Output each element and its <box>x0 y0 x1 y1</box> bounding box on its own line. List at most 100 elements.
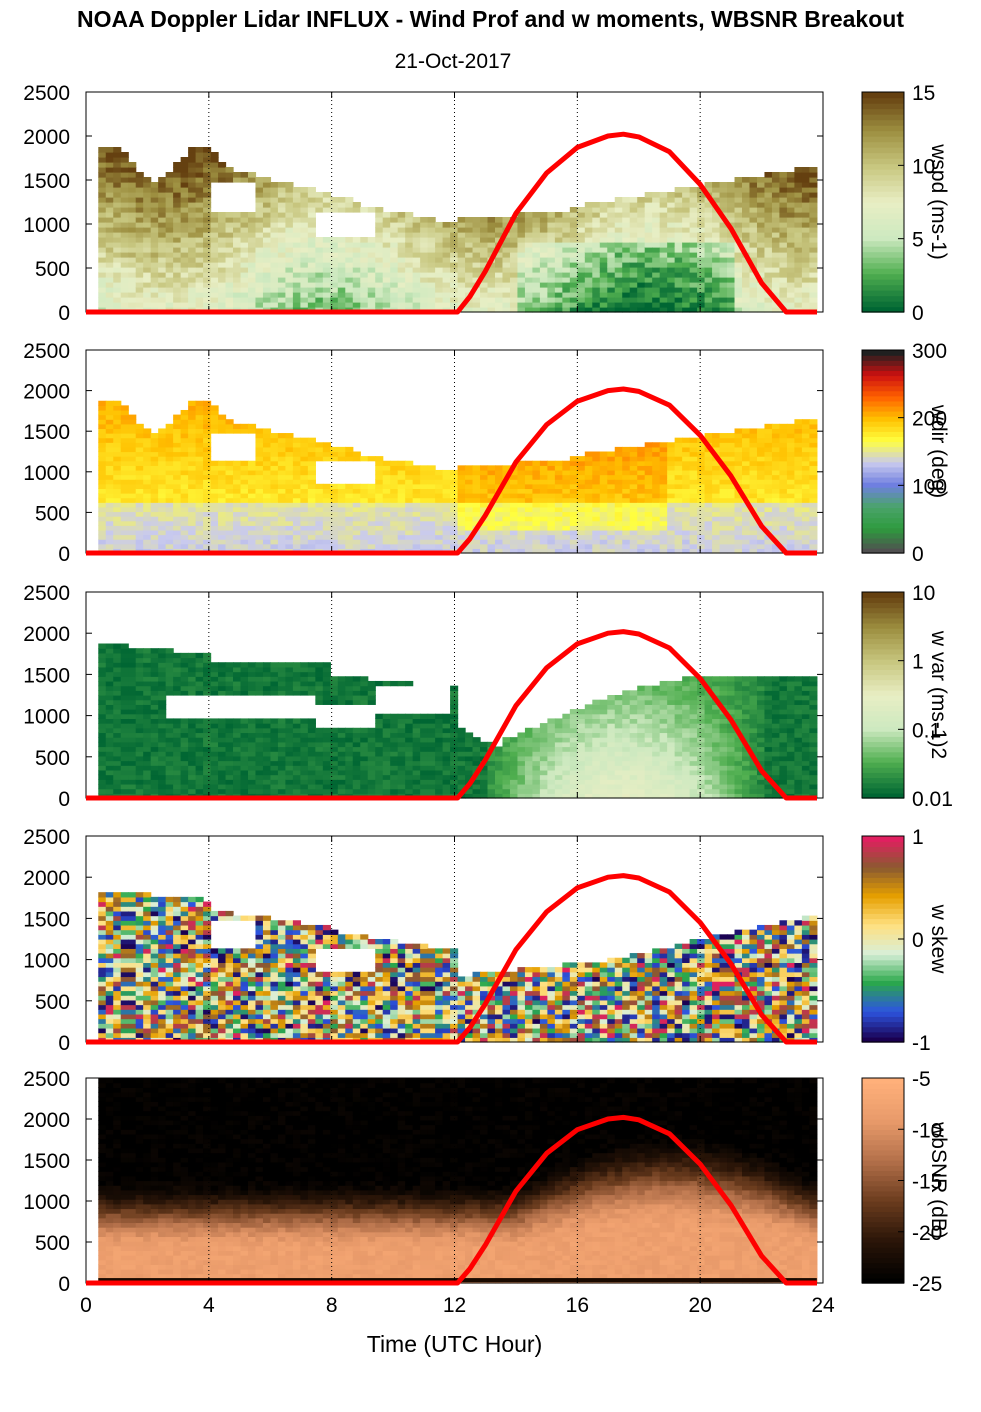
heatmap-cell <box>412 237 421 243</box>
heatmap-cell <box>218 237 227 243</box>
heatmap-cell <box>307 469 316 476</box>
heatmap-cell <box>427 479 436 485</box>
heatmap-cell <box>382 232 391 238</box>
heatmap-cell <box>667 525 676 531</box>
heatmap-cell <box>554 297 563 303</box>
heatmap-cell <box>547 277 556 283</box>
heatmap-cell <box>689 497 698 503</box>
heatmap-cell <box>435 474 444 480</box>
heatmap-cell <box>457 217 466 223</box>
heatmap-cell <box>262 197 272 203</box>
heatmap-cell <box>262 212 272 218</box>
heatmap-cell <box>697 297 706 303</box>
heatmap-cell <box>255 460 264 466</box>
heatmap-cell <box>173 506 182 513</box>
heatmap-cell <box>764 483 773 490</box>
heatmap-cell <box>255 192 264 198</box>
heatmap-cell <box>120 419 129 425</box>
heatmap-cell <box>195 232 204 238</box>
heatmap-cell <box>472 511 481 517</box>
heatmap-cell <box>262 252 272 258</box>
heatmap-cell <box>247 287 257 293</box>
heatmap-cell <box>292 451 301 457</box>
heatmap-cell <box>390 529 399 536</box>
heatmap-cell <box>277 257 287 263</box>
heatmap-cell <box>427 506 436 513</box>
heatmap-cell <box>517 292 526 298</box>
heatmap-cell <box>682 520 691 526</box>
heatmap-cell <box>367 520 376 526</box>
heatmap-cell <box>233 297 242 303</box>
heatmap-cell <box>382 292 391 298</box>
heatmap-cell <box>390 479 399 485</box>
heatmap-cell <box>113 469 122 476</box>
heatmap-cell <box>480 277 489 283</box>
heatmap-cell <box>105 520 114 526</box>
heatmap-cell <box>554 262 563 268</box>
heatmap-cell <box>562 292 571 298</box>
heatmap-cell <box>742 539 751 545</box>
heatmap-cell <box>405 262 414 268</box>
y-tick-label: 2000 <box>23 126 70 149</box>
heatmap-cell <box>749 442 758 448</box>
heatmap-cell <box>203 474 212 480</box>
heatmap-cell <box>218 516 227 522</box>
heatmap-cell <box>569 302 578 308</box>
heatmap-cell <box>375 516 384 522</box>
heatmap-cell <box>397 516 406 522</box>
heatmap-cell <box>210 232 219 238</box>
heatmap-cell <box>682 511 691 517</box>
heatmap-cell <box>255 182 264 188</box>
heatmap-cell <box>277 222 287 228</box>
heatmap-cell <box>794 529 803 536</box>
heatmap-cell <box>420 493 429 499</box>
heatmap-cell <box>173 465 182 471</box>
heatmap-cell <box>390 272 399 278</box>
heatmap-cell <box>801 272 810 278</box>
heatmap-cell <box>644 197 653 203</box>
heatmap-cell <box>592 242 601 248</box>
heatmap-cell <box>307 242 316 248</box>
heatmap-cell <box>435 292 444 298</box>
heatmap-cell <box>659 474 668 480</box>
heatmap-cell <box>113 511 122 517</box>
heatmap-cell <box>113 543 122 549</box>
heatmap-cell <box>143 652 152 659</box>
heatmap-cell <box>233 506 242 513</box>
heatmap-cell <box>495 543 504 549</box>
heatmap-cell <box>607 302 616 308</box>
heatmap-cell <box>143 474 152 480</box>
heatmap-cell <box>292 187 301 193</box>
heatmap-cell <box>397 469 406 476</box>
heatmap-cell <box>712 511 721 517</box>
heatmap-cell <box>180 419 189 425</box>
heatmap-cell <box>158 297 167 303</box>
heatmap-cell <box>667 548 676 554</box>
colorbar-swatch <box>862 507 904 514</box>
heatmap-cell <box>210 529 219 536</box>
heatmap-cell <box>517 548 526 554</box>
heatmap-cell <box>105 409 114 416</box>
heatmap-cell <box>771 277 781 283</box>
heatmap-cell <box>255 516 264 522</box>
heatmap-cell <box>233 267 242 273</box>
heatmap-cell <box>629 277 638 283</box>
heatmap-cell <box>756 437 766 443</box>
heatmap-cell <box>307 451 316 457</box>
heatmap-cell <box>697 277 706 283</box>
heatmap-cell <box>188 446 197 453</box>
heatmap-cell <box>689 506 698 513</box>
heatmap-cell <box>779 539 788 545</box>
heatmap-cell <box>105 741 114 748</box>
heatmap-cell <box>352 543 361 549</box>
heatmap-cell <box>756 242 766 248</box>
heatmap-cell <box>105 690 114 696</box>
heatmap-cell <box>188 529 197 536</box>
heatmap-cell <box>120 648 129 654</box>
heatmap-cell <box>749 493 758 499</box>
heatmap-cell <box>442 525 451 531</box>
heatmap-cell <box>420 282 429 288</box>
colorbar-swatch <box>862 103 904 110</box>
heatmap-cell <box>300 493 309 499</box>
colorbar-swatch <box>862 476 904 483</box>
